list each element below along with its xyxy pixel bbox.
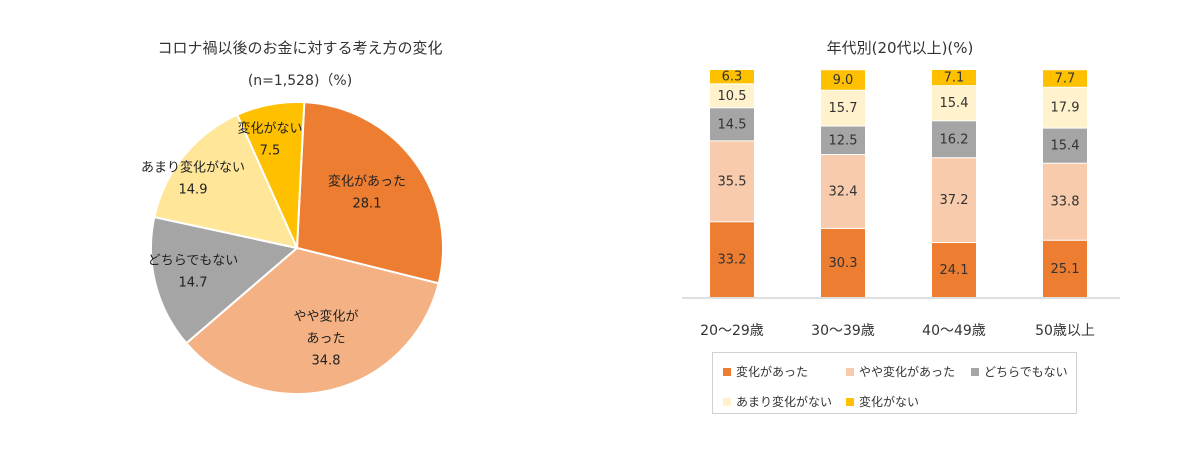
pie-label-4-line-1: あまり変化がない xyxy=(141,160,245,176)
bar-segment-2-3 xyxy=(821,126,865,155)
bar-segment-4-1 xyxy=(1043,240,1087,297)
bar-segment-1-3 xyxy=(710,108,754,141)
bar-segment-3-1 xyxy=(932,243,976,297)
pie-slice-1 xyxy=(295,101,444,285)
bar-value-label-2-1: 30.3 xyxy=(829,256,858,271)
legend-label-1: 変化があった xyxy=(736,365,809,379)
pie-slice-5 xyxy=(235,101,306,249)
pie-label-3-line-2: 14.7 xyxy=(179,276,208,291)
pie-slice-4 xyxy=(153,113,299,250)
legend-item-3: どちらでもない xyxy=(971,363,1068,380)
bar-segment-4-4 xyxy=(1043,87,1087,128)
pie-label-4-line-2: 14.9 xyxy=(179,183,208,198)
pie-label-5-line-1: 変化がない xyxy=(237,121,302,137)
bar-value-label-2-4: 15.7 xyxy=(829,101,858,116)
bar-value-label-2-5: 9.0 xyxy=(833,73,854,88)
pie-chart: 変化があった 28.1 やや変化があった 34.8 どちらでもない 14.7 あまり変化がな… xyxy=(141,101,444,395)
bar-segment-4-5 xyxy=(1043,70,1087,87)
bar-segment-1-1 xyxy=(710,222,754,297)
legend-label-3: どちらでもない xyxy=(984,365,1068,379)
bar-value-label-4-1: 25.1 xyxy=(1051,262,1080,277)
bar-value-label-4-5: 7.7 xyxy=(1055,72,1076,87)
bar-segment-1-5 xyxy=(710,70,754,84)
legend-item-5: 変化がない xyxy=(846,393,919,410)
legend-item-1: 変化があった xyxy=(723,363,808,380)
pie-label-2-line-3: 34.8 xyxy=(312,354,341,369)
bar-value-label-2-3: 12.5 xyxy=(829,133,858,148)
bar-value-label-2-2: 32.4 xyxy=(829,184,858,199)
bar-segment-2-2 xyxy=(821,155,865,228)
bar-value-label-1-4: 10.5 xyxy=(718,89,747,104)
bar-value-label-3-3: 16.2 xyxy=(940,132,969,147)
bar-chart-legend: 変化があった やや変化があった どちらでもないあまり変化がない 変化がない xyxy=(712,352,1077,414)
legend-label-5: 変化がない xyxy=(859,395,920,409)
bar-segment-1-2 xyxy=(710,141,754,222)
bar-value-label-1-3: 14.5 xyxy=(718,117,747,132)
bar-segment-2-4 xyxy=(821,90,865,126)
x-tick-label-3: 40～49歳 xyxy=(922,323,986,339)
bar-value-label-4-4: 17.9 xyxy=(1051,101,1080,116)
pie-label-2-line-2: あった xyxy=(306,332,345,347)
bar-segment-2-5 xyxy=(821,70,865,90)
pie-label-5-line-2: 7.5 xyxy=(260,144,281,159)
x-tick-label-1: 20～29歳 xyxy=(700,323,764,339)
bar-segment-3-2 xyxy=(932,158,976,243)
legend-label-4: あまり変化がない xyxy=(736,395,833,409)
legend-item-2: やや変化があった xyxy=(846,363,955,380)
left-panel: コロナ禍以後のお金に対する考え方の変化 (n=1,528)（%) 変化があった 2… xyxy=(141,39,444,395)
bar-value-label-3-5: 7.1 xyxy=(944,71,965,86)
bar-value-label-1-5: 6.3 xyxy=(722,70,743,85)
pie-slice-2 xyxy=(184,246,440,395)
pie-slice-3 xyxy=(150,215,300,345)
pie-label-1-line-2: 28.1 xyxy=(353,197,382,212)
legend-swatch-1 xyxy=(723,367,731,376)
bar-value-label-4-2: 33.8 xyxy=(1051,195,1080,210)
stacked-bar-chart: 33.2 35.5 14.5 10.5 6.3 30.3 32.4 12.5 15.7 9.0 24… xyxy=(682,70,1120,339)
legend-item-4: あまり変化がない xyxy=(723,393,832,410)
bar-segment-4-3 xyxy=(1043,128,1087,163)
legend-swatch-2 xyxy=(846,367,854,376)
pie-label-2-line-1: やや変化が xyxy=(293,309,358,325)
bar-segment-4-2 xyxy=(1043,163,1087,240)
bar-segment-3-5 xyxy=(932,70,976,86)
bar-value-label-1-1: 33.2 xyxy=(718,253,747,268)
pie-chart-subtitle: (n=1,528)（%) xyxy=(247,73,353,89)
bar-value-label-1-2: 35.5 xyxy=(718,174,747,189)
x-tick-label-2: 30～39歳 xyxy=(811,323,875,339)
pie-label-3-line-1: どちらでもない xyxy=(148,254,239,269)
bar-value-label-3-1: 24.1 xyxy=(940,263,969,278)
bar-chart-title: 年代別(20代以上)(%) xyxy=(826,39,974,57)
legend-swatch-5 xyxy=(846,397,854,406)
x-tick-label-4: 50歳以上 xyxy=(1035,323,1095,339)
bar-segment-3-4 xyxy=(932,86,976,121)
legend-swatch-4 xyxy=(723,397,731,406)
legend-swatch-3 xyxy=(971,367,979,376)
bar-segment-2-1 xyxy=(821,228,865,297)
pie-label-1-line-1: 変化があった xyxy=(328,174,406,190)
bar-segment-1-4 xyxy=(710,84,754,108)
bar-value-label-4-3: 15.4 xyxy=(1051,139,1080,154)
bar-value-label-3-2: 37.2 xyxy=(940,193,969,208)
pie-chart-title: コロナ禍以後のお金に対する考え方の変化 xyxy=(157,39,443,57)
bar-value-label-3-4: 15.4 xyxy=(940,96,969,111)
legend-label-2: やや変化があった xyxy=(859,365,956,379)
right-panel: 年代別(20代以上)(%) 33.2 35.5 14.5 10.5 6.3 30.3 32.… xyxy=(600,0,1200,450)
bar-segment-3-3 xyxy=(932,121,976,158)
